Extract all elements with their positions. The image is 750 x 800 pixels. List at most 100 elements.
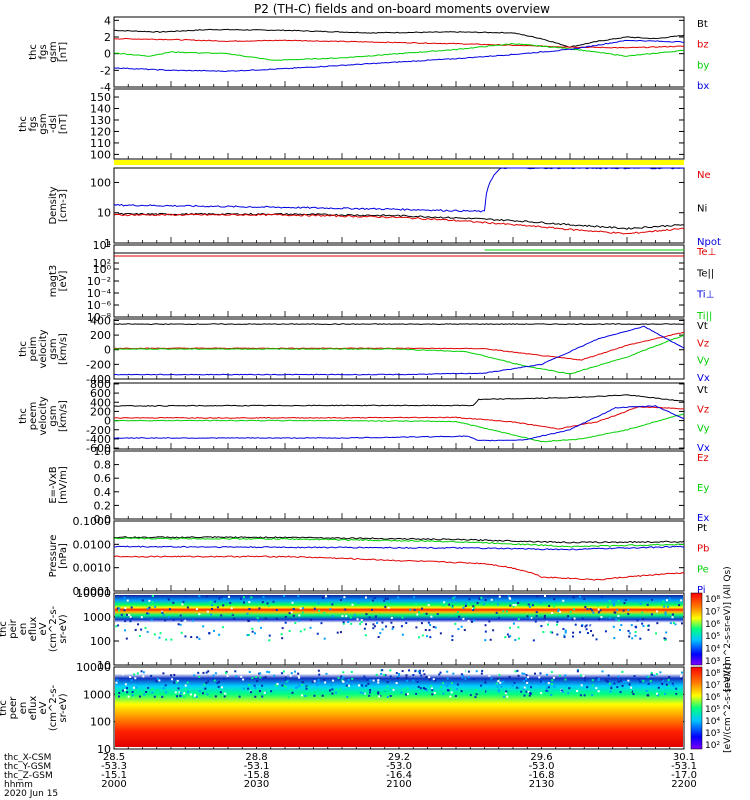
spectrogram-pixel: [613, 603, 616, 606]
spectrogram-pixel: [400, 691, 403, 694]
spectrogram-pixel: [647, 628, 650, 631]
spectrogram-pixel: [206, 610, 209, 613]
spectrogram-pixel: [284, 678, 287, 681]
spectrogram-pixel: [671, 682, 674, 685]
y-axis-label: peim: [28, 336, 39, 361]
spectrogram-pixel: [538, 676, 541, 679]
spectrogram-pixel: [556, 633, 559, 636]
spectrogram-pixel: [361, 684, 364, 687]
spectrogram-pixel: [353, 614, 356, 617]
spectrogram-pixel: [377, 635, 380, 638]
spectrogram-pixel: [451, 605, 454, 608]
spectrogram-pixel: [473, 606, 476, 609]
spectrogram-pixel: [590, 629, 593, 632]
spectrogram-pixel: [509, 635, 512, 638]
spectrogram-pixel: [597, 608, 600, 611]
spectrogram-pixel: [168, 608, 171, 611]
spectrogram-pixel: [562, 690, 565, 693]
spectrogram-pixel: [641, 611, 644, 614]
y-tick-label: 0: [104, 48, 111, 61]
legend-entry: Vt: [697, 385, 708, 396]
spectrogram-pixel: [246, 634, 249, 637]
spectrogram-pixel: [351, 693, 354, 696]
spectrogram-pixel: [406, 687, 409, 690]
spectrogram-pixel: [210, 613, 213, 616]
spectrogram-pixel: [547, 623, 550, 626]
spectrogram-pixel: [359, 622, 362, 625]
spectrogram-pixel: [118, 691, 121, 694]
spectrogram-pixel: [262, 595, 265, 598]
spectrogram-pixel: [544, 595, 547, 598]
spectrogram-pixel: [301, 684, 304, 687]
spectrogram-pixel: [143, 614, 146, 617]
spectrogram-pixel: [422, 669, 425, 672]
spectrogram-pixel: [556, 620, 559, 623]
spectrogram-pixel: [253, 632, 256, 635]
spectrogram-pixel: [176, 679, 179, 682]
spectrogram-pixel: [446, 670, 449, 673]
spectrogram-pixel: [665, 683, 668, 686]
spectrogram-pixel: [362, 685, 365, 688]
spectrogram-pixel: [650, 671, 653, 674]
y-tick-label: 0.4: [94, 486, 112, 499]
spectrogram-pixel: [433, 691, 436, 694]
x-row-label: thc_X-CSM: [4, 753, 51, 763]
spectrogram-pixel: [480, 684, 483, 687]
spectrogram-pixel: [619, 679, 622, 682]
spectrogram-pixel: [146, 630, 149, 633]
spectrogram-pixel: [549, 631, 552, 634]
spectrogram-pixel: [201, 692, 204, 695]
spectrogram-pixel: [173, 673, 176, 676]
spectrogram-pixel: [275, 684, 278, 687]
spectrogram-pixel: [667, 685, 670, 688]
spectrogram-pixel: [395, 672, 398, 675]
x-row-label: thc_Z-GSM: [4, 771, 53, 781]
spectrogram-pixel: [562, 627, 565, 630]
spectrogram-pixel: [409, 608, 412, 611]
spectrogram-pixel: [597, 678, 600, 681]
spectrogram-pixel: [259, 672, 262, 675]
spectrogram-pixel: [450, 682, 453, 685]
spectrogram-pixel: [313, 694, 316, 697]
spectrogram-pixel: [467, 676, 470, 679]
spectrogram-pixel: [124, 620, 127, 623]
spectrogram-pixel: [386, 597, 389, 600]
spectrogram-pixel: [430, 685, 433, 688]
spectrogram-pixel: [248, 601, 251, 604]
y-axis-label: [nT]: [58, 42, 69, 62]
spectrogram-pixel: [151, 601, 154, 604]
spectrogram-pixel: [283, 595, 286, 598]
spectrogram-pixel: [480, 596, 483, 599]
spectrogram-pixel: [242, 678, 245, 681]
spectrogram-pixel: [211, 604, 214, 607]
y-tick-label: 0.0: [94, 513, 112, 526]
spectrogram-pixel: [667, 678, 670, 681]
legend-entry: Vz: [697, 338, 709, 349]
spectrogram-pixel: [534, 620, 537, 623]
spectrogram-pixel: [576, 690, 579, 693]
spectrogram-pixel: [413, 596, 416, 599]
spectrogram-pixel: [582, 675, 585, 678]
spectrogram-pixel: [452, 672, 455, 675]
spectrogram-pixel: [497, 680, 500, 683]
spectrogram-pixel: [405, 674, 408, 677]
spectrogram-pixel: [389, 669, 392, 672]
spectrogram-pixel: [483, 690, 486, 693]
y-axis-label: [cm-3]: [58, 189, 69, 222]
spectrogram-pixel: [523, 694, 526, 697]
spectrogram-pixel: [481, 669, 484, 672]
spectrogram-pixel: [655, 692, 658, 695]
spectrogram-pixel: [612, 604, 615, 607]
spectrogram-pixel: [181, 603, 184, 606]
spectrogram-pixel: [380, 672, 383, 675]
spectrogram-pixel: [595, 638, 598, 641]
spectrogram-pixel: [671, 613, 674, 616]
spectrogram-pixel: [623, 602, 626, 605]
spectrogram-pixel: [591, 679, 594, 682]
series-line-vx: [113, 325, 685, 376]
spectrogram-pixel: [195, 608, 198, 611]
spectrogram-pixel: [464, 677, 467, 680]
y-axis-label: peir: [8, 618, 19, 638]
spectrogram-pixel: [451, 635, 454, 638]
y-axis-label: Density: [48, 186, 59, 224]
